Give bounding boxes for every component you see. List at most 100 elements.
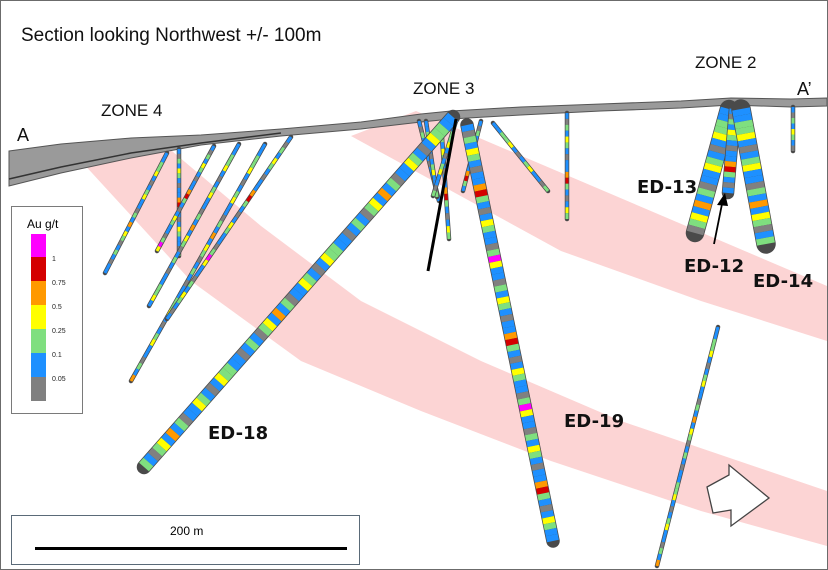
trace-segment <box>693 199 712 211</box>
trace-segment <box>346 222 361 237</box>
trace-segment <box>278 146 285 154</box>
drill-traces-layer <box>102 99 796 569</box>
trace-segment <box>693 410 699 417</box>
trace-segment <box>364 202 379 217</box>
legend-level-label: 0.05 <box>52 376 66 383</box>
trace-segment <box>497 302 511 311</box>
trace-segment <box>176 291 183 299</box>
trace-segment <box>408 152 423 167</box>
trace-segment <box>704 368 709 376</box>
trace-segment <box>168 262 175 269</box>
trace-segment <box>158 241 164 248</box>
trace-segment <box>260 173 267 181</box>
trace-segment <box>127 221 133 228</box>
trace-segment <box>169 307 176 315</box>
trace-segment <box>156 283 163 291</box>
trace-segment <box>678 470 683 477</box>
trace-segment <box>528 450 542 460</box>
trace-segment <box>686 224 705 236</box>
trace-segment <box>512 373 526 382</box>
trace-segment <box>153 289 160 296</box>
trace-segment <box>181 197 187 204</box>
trace-segment <box>243 172 250 181</box>
trace-segment <box>324 247 339 262</box>
scale-bar <box>35 547 347 550</box>
trace-segment <box>754 230 774 240</box>
trace-segment <box>707 356 712 364</box>
trace-segment <box>447 136 453 143</box>
trace-segment <box>222 362 238 377</box>
trace-segment <box>187 402 202 417</box>
trace-segment <box>117 240 124 246</box>
trace-segment <box>213 243 220 251</box>
trace-segment <box>267 312 282 327</box>
trace-segment <box>207 149 213 156</box>
trace-segment <box>490 266 504 275</box>
trace-segment <box>433 184 438 192</box>
trace-segment <box>545 533 559 543</box>
trace-segment <box>403 157 419 172</box>
trace-segment <box>517 397 531 406</box>
trace-segment <box>529 456 543 465</box>
trace-segment <box>320 252 335 267</box>
trace-segment <box>216 175 223 183</box>
trace-segment <box>478 120 483 127</box>
trace-segment <box>657 553 662 561</box>
trace-segment <box>485 242 499 252</box>
trace-segment <box>533 474 547 483</box>
trace-segment <box>177 245 184 253</box>
trace-segment <box>714 125 733 137</box>
trace-segment <box>520 409 534 418</box>
trace-segment <box>193 175 199 182</box>
trace-segment <box>162 232 168 239</box>
trace-segment <box>690 212 709 223</box>
trace-segment <box>227 221 234 229</box>
trace-segment <box>538 180 546 188</box>
trace-segment <box>106 263 112 270</box>
trace-segment <box>162 272 169 280</box>
trace-segment <box>250 161 257 169</box>
trace-segment <box>689 428 694 435</box>
legend-title: Au g/t <box>27 217 59 231</box>
trace-segment <box>700 174 719 186</box>
trace-segment <box>373 192 388 207</box>
trace-segment <box>535 175 542 183</box>
trace-segment <box>663 529 668 537</box>
trace-segment <box>139 198 145 205</box>
trace-segment <box>227 357 242 372</box>
trace-segment <box>475 195 489 204</box>
trace-segment <box>186 229 193 237</box>
trace-segment <box>692 416 697 423</box>
topography-line <box>8 132 282 180</box>
trace-segment <box>386 177 401 192</box>
trace-segment <box>231 216 238 224</box>
trace-segment <box>427 160 432 168</box>
trace-segment <box>156 437 171 452</box>
trace-segment <box>228 154 235 161</box>
trace-segment <box>188 184 194 191</box>
trace-segment <box>464 141 478 150</box>
trace-segment <box>482 224 495 234</box>
legend-swatch-orange <box>31 281 46 305</box>
trace-segment <box>240 342 255 357</box>
trace-segment <box>744 174 764 185</box>
mineralized-band-lower <box>81 146 827 546</box>
trace-segment <box>136 362 143 370</box>
trace-segment <box>702 374 708 382</box>
zone-2-label: ZONE 2 <box>695 53 757 72</box>
trace-segment <box>430 164 435 171</box>
trace-segment <box>516 391 530 400</box>
trace-segment <box>198 208 205 215</box>
trace-segment <box>165 267 172 275</box>
legend-level-label: 1 <box>52 256 56 263</box>
trace-segment <box>139 356 146 364</box>
trace-segment <box>174 210 180 217</box>
trace-segment <box>461 123 475 133</box>
trace-segment <box>256 178 264 187</box>
trace-segment <box>412 147 427 162</box>
trace-segment <box>395 167 410 182</box>
trace-segment <box>249 332 264 347</box>
trace-segment <box>475 130 480 137</box>
trace-segment <box>664 523 670 531</box>
